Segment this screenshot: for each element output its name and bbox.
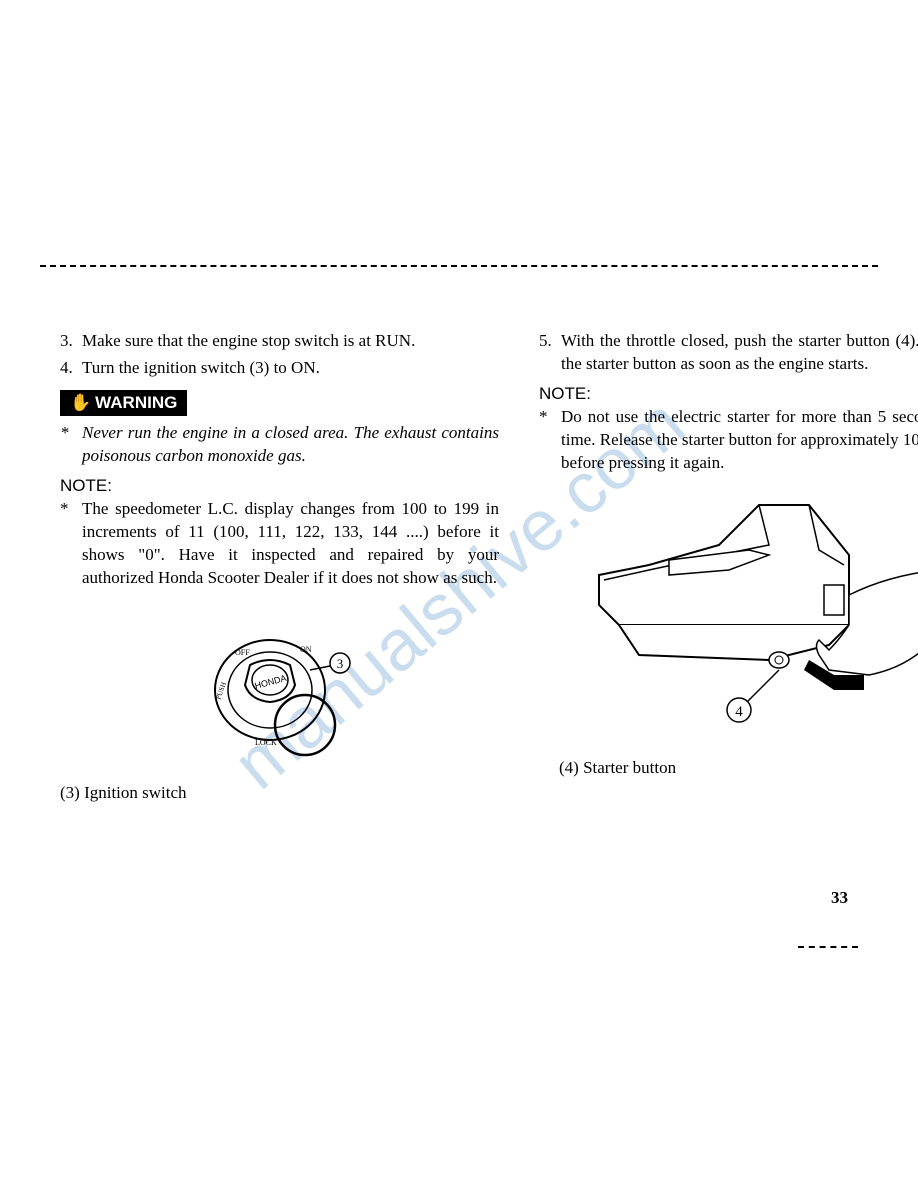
ignition-figure: HONDA OFF ON PUSH LOCK 3 xyxy=(60,610,499,775)
ignition-switch-illustration: HONDA OFF ON PUSH LOCK 3 xyxy=(180,610,380,770)
page-number: 33 xyxy=(831,888,848,908)
svg-text:PUSH: PUSH xyxy=(214,681,228,701)
left-column: 3. Make sure that the engine stop switch… xyxy=(60,330,499,803)
warning-bullet: * Never run the engine in a closed area.… xyxy=(60,422,499,468)
page-content: 3. Make sure that the engine stop switch… xyxy=(60,330,918,803)
bullet-mark: * xyxy=(539,406,561,475)
svg-text:LOCK: LOCK xyxy=(255,738,277,747)
bullet-text: Do not use the electric starter for more… xyxy=(561,406,918,475)
warning-label: WARNING xyxy=(95,393,177,412)
starter-figure: 4 (4) Starter button xyxy=(539,495,918,778)
warning-badge: ✋WARNING xyxy=(60,390,187,416)
note-bullet: * The speedometer L.C. display changes f… xyxy=(60,498,499,590)
bottom-divider xyxy=(798,946,858,948)
right-column: 5. With the throttle closed, push the st… xyxy=(539,330,918,803)
bullet-text: Never run the engine in a closed area. T… xyxy=(82,422,499,468)
callout-4: 4 xyxy=(735,704,743,720)
step-text: Make sure that the engine stop switch is… xyxy=(82,330,499,353)
step-number: 4. xyxy=(60,357,82,380)
svg-text:ON: ON xyxy=(300,645,312,654)
step-5: 5. With the throttle closed, push the st… xyxy=(539,330,918,376)
bullet-mark: * xyxy=(60,422,82,468)
note-label: NOTE: xyxy=(60,476,499,496)
bullet-mark: * xyxy=(60,498,82,590)
step-text: Turn the ignition switch (3) to ON. xyxy=(82,357,499,380)
step-text: With the throttle closed, push the start… xyxy=(561,330,918,376)
svg-text:OFF: OFF xyxy=(235,648,250,657)
starter-caption: (4) Starter button xyxy=(559,758,918,778)
callout-3: 3 xyxy=(336,656,343,671)
step-3: 3. Make sure that the engine stop switch… xyxy=(60,330,499,353)
ignition-caption: (3) Ignition switch xyxy=(60,783,499,803)
top-divider xyxy=(40,265,878,267)
note-bullet: * Do not use the electric starter for mo… xyxy=(539,406,918,475)
hand-icon: ✋ xyxy=(70,393,91,413)
step-number: 3. xyxy=(60,330,82,353)
bullet-text: The speedometer L.C. display changes fro… xyxy=(82,498,499,590)
note-label: NOTE: xyxy=(539,384,918,404)
step-4: 4. Turn the ignition switch (3) to ON. xyxy=(60,357,499,380)
starter-button-illustration: 4 xyxy=(569,495,918,745)
step-number: 5. xyxy=(539,330,561,376)
